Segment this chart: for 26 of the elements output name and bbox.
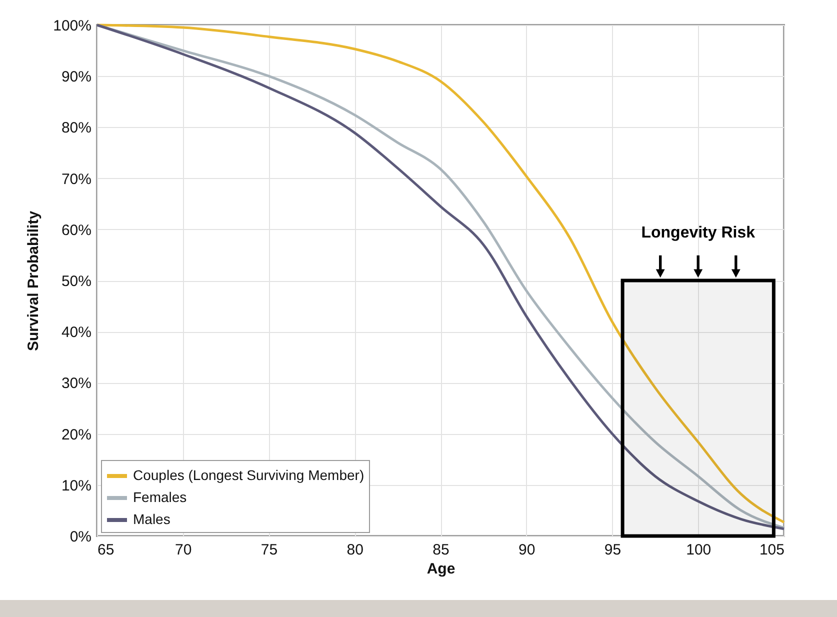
legend-label: Males — [133, 511, 170, 527]
y-tick-label: 60% — [61, 222, 92, 239]
x-tick-label: 85 — [432, 542, 450, 558]
y-tick-label: 10% — [61, 477, 92, 494]
y-tick-label: 40% — [61, 324, 92, 342]
legend-label: Females — [133, 489, 187, 505]
band-label: Longevity Risk — [641, 224, 756, 242]
x-tick-label: 90 — [518, 542, 536, 558]
legend-label: Couples (Longest Surviving Member) — [133, 467, 364, 483]
x-tick-label: 100 — [686, 542, 712, 558]
y-tick-label: 70% — [61, 170, 92, 188]
y-tick-label: 90% — [61, 68, 92, 86]
y-tick-label: 80% — [61, 120, 92, 137]
y-axis-title: Survival Probability — [25, 210, 42, 352]
y-tick-label: 50% — [61, 273, 92, 290]
y-tick-label: 30% — [61, 375, 92, 392]
y-tick-label: 0% — [70, 528, 92, 546]
x-tick-label: 105 — [759, 542, 784, 558]
x-tick-label: 75 — [260, 542, 278, 558]
x-tick-label: 95 — [604, 542, 622, 558]
y-tick-label: 20% — [61, 426, 92, 444]
y-tick-label: 100% — [53, 18, 92, 34]
x-tick-label: 65 — [98, 542, 114, 558]
x-tick-label: 70 — [175, 542, 192, 558]
x-tick-label: 80 — [346, 542, 364, 558]
x-axis-title: Age — [426, 560, 456, 578]
